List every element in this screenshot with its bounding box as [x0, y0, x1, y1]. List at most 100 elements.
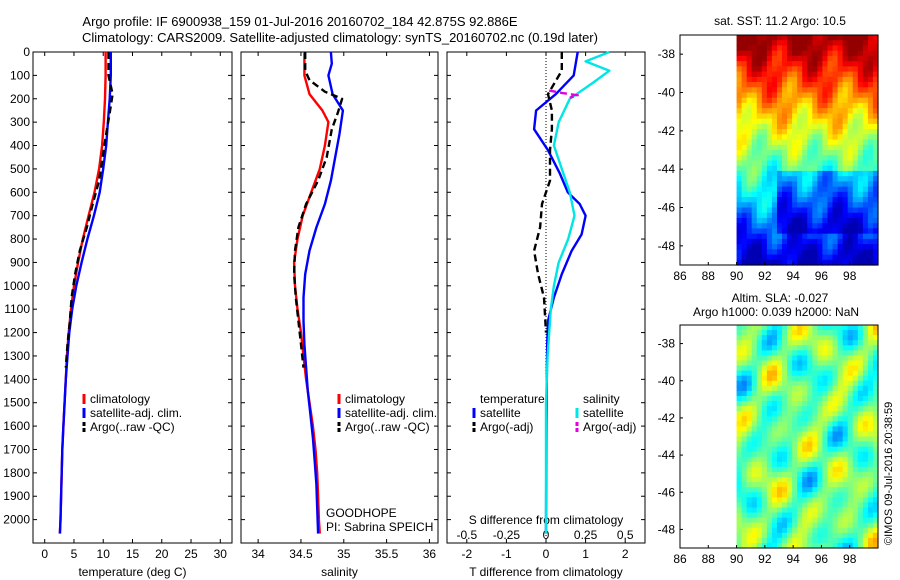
y-tick-label: -38 [658, 47, 676, 61]
map-frame [679, 324, 879, 549]
x-tick-label: 20 [155, 547, 169, 561]
x-tick-label: 90 [730, 269, 744, 283]
series-line-satellite [544, 50, 611, 534]
x-tick-label: -1 [501, 547, 512, 561]
sst-map-panel: 86 88 90 92 94 96 98 -38 -40 -42 -44 -46 -48 sat. SST… [658, 14, 879, 283]
x-tick-label: 98 [843, 552, 857, 566]
legend-header: salinity [583, 392, 620, 406]
legend-label: climatology [345, 392, 405, 406]
y-tick-label: 1500 [3, 396, 30, 410]
y-tick-label: -40 [658, 374, 676, 388]
s-tick-label: 0.5 [617, 528, 634, 542]
y-tick-label: 100 [10, 68, 30, 82]
x-tick-label: 25 [184, 547, 198, 561]
y-tick-label: 1100 [4, 302, 30, 316]
x-tick-label: 10 [97, 547, 111, 561]
series-line-argo-raw-qc- [292, 52, 344, 368]
map-heat-cells [736, 325, 879, 549]
y-tick-label: -38 [658, 337, 676, 351]
y-tick-label: 300 [10, 115, 30, 129]
x-axis-label: salinity [321, 565, 358, 579]
x-tick-label: 36 [423, 547, 437, 561]
y-tick-label: 1000 [3, 279, 30, 293]
x-tick-label: 15 [126, 547, 140, 561]
x-tick-label: 2 [622, 547, 629, 561]
legend-label: satellite [480, 406, 521, 420]
x-tick-label: 35 [337, 547, 351, 561]
x-tick-label: 94 [786, 552, 800, 566]
y-tick-label: 1200 [3, 326, 30, 340]
y-tick-label: -44 [658, 162, 676, 176]
y-tick-label: 900 [10, 255, 30, 269]
x-tick-label: 0 [41, 547, 48, 561]
legend-label: Argo(-adj) [480, 420, 533, 434]
y-tick-label: -46 [658, 201, 676, 215]
map-heat-cells [736, 35, 879, 266]
series-line-climatology [292, 52, 330, 534]
x-tick-label: 1 [582, 547, 589, 561]
y-tick-label: -46 [658, 485, 676, 499]
s-tick-label: 0 [543, 528, 550, 542]
sla-map-title-line2: Argo h1000: 0.039 h2000: NaN [693, 305, 859, 319]
figure-title-line2: Climatology: CARS2009. Satellite-adjuste… [82, 30, 598, 45]
program-annotation: GOODHOPE [326, 506, 397, 520]
y-tick-label: -48 [658, 239, 676, 253]
x-tick-label: 0 [543, 547, 550, 561]
y-tick-label: -48 [658, 522, 676, 536]
y-tick-label: 400 [10, 139, 30, 153]
y-tick-label: 200 [10, 92, 30, 106]
x-tick-label: 92 [758, 552, 772, 566]
legend-header: temperature [480, 392, 545, 406]
x-tick-label: 90 [730, 552, 744, 566]
y-tick-label: -40 [658, 86, 676, 100]
y-tick-label: 1400 [3, 372, 30, 386]
x-tick-label: 35.5 [375, 547, 399, 561]
pi-annotation: PI: Sabrina SPEICH [326, 520, 433, 534]
y-tick-label: 500 [10, 162, 30, 176]
s-tick-label: -0.5 [456, 528, 477, 542]
x-tick-label: 88 [702, 269, 716, 283]
timestamp-stamp: ©IMOS 09-Jul-2016 20:38:59 [883, 402, 895, 545]
series-line-argo-raw-qc- [64, 52, 114, 368]
s-tick-label: -0.25 [493, 528, 521, 542]
y-tick-label: -42 [658, 124, 676, 138]
x-tick-label: 86 [673, 552, 687, 566]
legend-label: Argo(..raw -QC) [90, 420, 175, 434]
legend-label: satellite-adj. clim. [345, 406, 437, 420]
x-axis-label: temperature (deg C) [78, 565, 186, 579]
x-tick-label: 88 [702, 552, 716, 566]
legend-label: Argo(-adj) [583, 420, 636, 434]
x-tick-label: 30 [214, 547, 228, 561]
y-tick-label: 1900 [3, 489, 30, 503]
y-tick-label: 0 [23, 45, 30, 59]
series-line-satellite-adj-clim- [302, 51, 345, 534]
sla-map-panel: 86 88 90 92 94 96 98 -38 -40 -42 -44 -46 -48 Altim. S… [658, 291, 879, 566]
map-frame [679, 34, 879, 266]
x-tick-label: 96 [815, 552, 829, 566]
legend-label: Argo(..raw -QC) [345, 420, 430, 434]
y-tick-label: 1700 [3, 442, 30, 456]
x-tick-label: 34 [251, 547, 265, 561]
series-line-argo-adj- [548, 89, 579, 99]
legend-label: satellite-adj. clim. [90, 406, 182, 420]
x-axis-label: T difference from climatology [469, 565, 623, 579]
x-tick-label: 34.5 [289, 547, 313, 561]
temperature-profile-panel: 0 5 10 15 20 25 30 temperature (deg C) 0 100 200 30… [3, 45, 233, 579]
y-tick-label: 1300 [3, 349, 30, 363]
x-tick-label: -2 [461, 547, 472, 561]
x-tick-label: 98 [843, 269, 857, 283]
y-tick-label: -44 [658, 448, 676, 462]
y-tick-label: -42 [658, 411, 676, 425]
x-tick-label: 92 [758, 269, 772, 283]
sst-map-title: sat. SST: 11.2 Argo: 10.5 [714, 14, 846, 28]
difference-profile-panel: -2 -1 0 1 2 T difference from climatology -0.5… [446, 50, 646, 579]
plot-frame [32, 51, 233, 544]
y-tick-label: 1800 [3, 466, 30, 480]
y-tick-label: 1600 [3, 419, 30, 433]
y-tick-label: 700 [10, 209, 30, 223]
figure-title-line1: Argo profile: IF 6900938_159 01-Jul-2016… [82, 14, 517, 29]
x-tick-label: 5 [71, 547, 78, 561]
s-tick-label: 0.25 [574, 528, 598, 542]
legend-label: climatology [90, 392, 150, 406]
